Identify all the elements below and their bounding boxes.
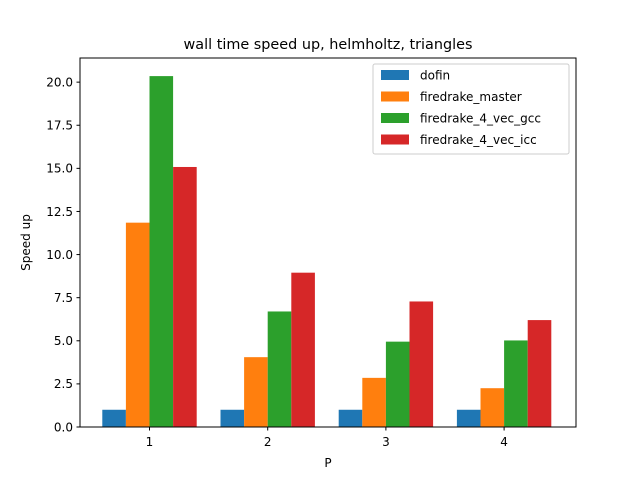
legend-swatch-firedrake_4_vec_icc (381, 134, 409, 145)
legend-swatch-firedrake_master (381, 91, 409, 102)
legend-swatch-firedrake_4_vec_gcc (381, 113, 409, 123)
legend-label-dofin: dofin (420, 68, 450, 82)
bar-firedrake_4_vec_icc-3 (409, 301, 434, 427)
bar-dofin-2 (220, 409, 245, 427)
bar-firedrake_master-2 (244, 357, 268, 427)
y-tick-label: 2.5 (54, 377, 73, 391)
y-axis: 0.0 2.5 5.0 7.5 10.0 12.5 15.0 17.5 20.0 (46, 75, 80, 434)
y-tick-label: 0.0 (54, 420, 73, 434)
y-axis-label: Speed up (19, 214, 33, 271)
bar-dofin-4 (456, 409, 481, 427)
bar-firedrake_4_vec_gcc-4 (504, 340, 528, 427)
bar-firedrake_master-3 (362, 377, 386, 427)
bar-firedrake_4_vec_icc-4 (527, 320, 552, 427)
legend-label-firedrake_master: firedrake_master (420, 90, 522, 104)
bar-firedrake_master-4 (480, 388, 505, 427)
bar-firedrake_4_vec_gcc-1 (149, 76, 174, 428)
x-tick-label: 1 (146, 435, 154, 449)
chart-title: wall time speed up, helmholtz, triangles (184, 37, 473, 53)
plot-frame (79, 57, 577, 428)
bar-dofin-3 (338, 409, 363, 427)
legend-swatch-dofin (381, 70, 409, 80)
bar-firedrake_4_vec_icc-2 (291, 272, 315, 427)
y-tick-label: 17.5 (46, 119, 73, 133)
y-tick-label: 12.5 (46, 205, 73, 219)
x-tick-label: 3 (382, 435, 390, 449)
legend-label-firedrake_4_vec_gcc: firedrake_4_vec_gcc (420, 111, 541, 125)
y-tick-label: 20.0 (46, 75, 73, 89)
bars-group (102, 76, 552, 428)
legend-box (372, 63, 570, 155)
x-axis: 1 2 3 4 (146, 427, 508, 449)
bar-firedrake_master-1 (125, 222, 150, 427)
y-tick-label: 10.0 (46, 248, 73, 262)
y-tick-label: 15.0 (46, 162, 73, 176)
legend-label-firedrake_4_vec_icc: firedrake_4_vec_icc (420, 133, 537, 147)
legend: dofin firedrake_master firedrake_4_vec_gcc… (372, 63, 570, 155)
y-tick-label: 7.5 (54, 291, 73, 305)
x-tick-label: 4 (500, 435, 508, 449)
x-tick-label: 2 (264, 435, 272, 449)
x-axis-label: P (324, 456, 331, 470)
y-tick-label: 5.0 (54, 334, 73, 348)
bar-firedrake_4_vec_gcc-3 (385, 341, 410, 427)
bar-firedrake_4_vec_gcc-2 (267, 311, 292, 427)
bar-firedrake_4_vec_icc-1 (173, 166, 197, 428)
bar-dofin-1 (102, 409, 126, 427)
